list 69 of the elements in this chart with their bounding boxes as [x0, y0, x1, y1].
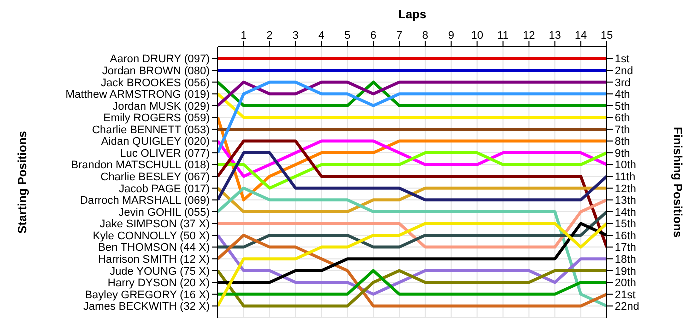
x-tick-label: 4	[318, 30, 325, 42]
category-label: Emily ROGERS (059)	[104, 112, 210, 125]
y-tick-label: 3rd	[615, 77, 631, 90]
y-tick-label: 13th	[615, 195, 636, 208]
x-tick-label: 5	[344, 30, 351, 42]
category-label: Jordan MUSK (029)	[112, 100, 210, 113]
line-series	[218, 152, 607, 190]
category-label: Charlie BENNETT (053)	[92, 124, 210, 136]
y-tick-label: 17th	[615, 242, 636, 254]
category-label: Jordan BROWN (080)	[102, 65, 210, 78]
x-axis-title: Laps	[398, 8, 427, 22]
category-label: Jevin GOHIL (055)	[118, 206, 210, 219]
x-tick-label: 10	[471, 30, 484, 42]
category-label: Luc OLIVER (077)	[120, 148, 210, 160]
x-tick-label: 2	[266, 30, 273, 42]
line-series	[218, 140, 607, 178]
y-tick-label: 11th	[615, 172, 636, 184]
category-label: James BECKWITH (32 X)	[83, 301, 210, 314]
x-tick-label: 13	[549, 30, 562, 42]
y-tick-label: 18th	[615, 254, 636, 266]
x-tick-label: 7	[396, 30, 403, 42]
category-label: Jacob PAGE (017)	[119, 183, 210, 196]
x-tick-label: 9	[448, 30, 454, 42]
y-tick-label: 15th	[615, 218, 636, 231]
y-tick-label: 22nd	[615, 301, 640, 314]
category-label: Jack BROOKES (056)	[101, 77, 210, 90]
category-label: Harrison SMITH (12 X)	[98, 254, 210, 266]
category-label: Jude YOUNG (75 X)	[110, 266, 210, 278]
x-tick-label: 3	[292, 30, 299, 42]
y-tick-label: 19th	[615, 266, 636, 278]
x-tick-label: 8	[422, 30, 429, 42]
category-label: Bayley GREGORY (16 X)	[85, 289, 210, 302]
line-series	[218, 186, 607, 308]
y-tick-label: 10th	[615, 160, 636, 172]
y-tick-label: 6th	[615, 112, 630, 125]
x-tick-label: 1	[240, 30, 247, 42]
y-tick-label: 14th	[615, 206, 636, 219]
y-tick-label: 21st	[615, 289, 636, 302]
y-tick-label: 12th	[615, 183, 636, 196]
category-label: Ben THOMSON (44 X)	[98, 242, 210, 254]
y-tick-label: 4th	[615, 89, 630, 102]
y-tick-label: 8th	[615, 136, 630, 148]
category-label: Matthew ARMSTRONG (019)	[66, 89, 210, 102]
y-tick-label: 2nd	[615, 65, 634, 78]
line-series	[218, 198, 607, 249]
category-label: Charlie BESLEY (067)	[100, 172, 210, 184]
category-label: Kyle CONNOLLY (50 X)	[93, 230, 210, 242]
x-tick-label: 14	[574, 30, 588, 42]
category-label: Darroch MARSHALL (069)	[80, 195, 210, 208]
y-tick-label: 9th	[615, 148, 630, 160]
y-tick-label: 16th	[615, 230, 636, 242]
category-label: Aidan QUIGLEY (020)	[101, 136, 210, 148]
line-series	[218, 116, 607, 202]
category-label: Jake SIMPSON (37 X)	[100, 218, 210, 231]
x-tick-label: 11	[498, 30, 509, 42]
text: Starting Positions	[15, 130, 30, 234]
y-axis-title: Finishing Positions	[670, 127, 685, 238]
line-series	[218, 80, 607, 155]
category-label: Aaron DRURY (097)	[110, 54, 210, 66]
category-label: Harry DYSON (20 X)	[108, 278, 210, 290]
y-tick-label: 5th	[615, 100, 630, 113]
x-tick-label: 6	[370, 30, 377, 42]
x-tick-label: 12	[523, 30, 536, 42]
y-tick-label: 1st	[615, 54, 630, 66]
category-label: Brandon MATSCHULL (018)	[71, 160, 210, 172]
line-series	[218, 152, 607, 202]
x-tick-label: 15	[600, 30, 614, 42]
y-tick-label: 7th	[615, 124, 630, 136]
y-tick-label: 20th	[615, 278, 636, 290]
